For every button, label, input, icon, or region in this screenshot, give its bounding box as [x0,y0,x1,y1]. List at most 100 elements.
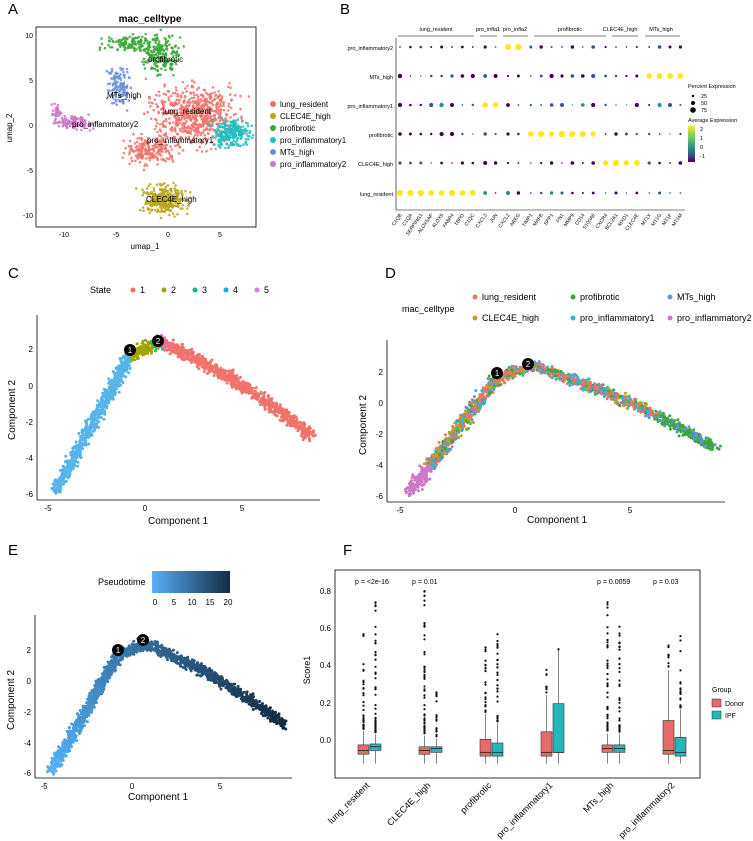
umap-point [239,107,242,111]
umap-point [181,149,185,152]
umap-point [245,132,248,136]
umap-point [193,80,196,84]
ytick: -6 [26,490,34,499]
size-legend-title: Percent Expression [688,84,736,90]
cell-point [90,433,94,437]
cell-point [677,434,681,438]
umap-point [173,215,176,218]
umap-point [220,95,224,98]
umap-point [218,138,221,141]
umap-point [170,129,174,133]
state-swatch-2 [161,287,167,293]
cell-point [270,397,274,400]
umap-point [155,202,159,206]
umap-point [159,142,163,145]
umap-point [183,94,187,98]
size-legend-dot-25 [691,94,695,98]
cell-point [105,388,109,392]
panel-a-x-ticks: -10 -5 0 5 [59,232,222,239]
umap-point [205,113,208,117]
umap-point [160,207,163,210]
umap-point [251,134,255,137]
cell-point [121,369,125,373]
umap-point [158,144,161,147]
umap-point [149,105,152,108]
umap-point [159,154,163,157]
cell-point [93,426,96,430]
cell-point [237,383,241,387]
cell-point [303,423,307,426]
umap-point [166,184,170,187]
umap-point [128,150,132,154]
umap-point [152,50,155,54]
umap-point [195,149,199,152]
cell-point [99,416,103,419]
umap-point [164,159,168,163]
umap-point [151,58,155,61]
umap-point [169,112,172,115]
cell-point [105,391,109,395]
cell-point [190,361,193,364]
umap-point [183,99,186,102]
umap-point [50,103,53,106]
umap-point [155,102,158,106]
umap-point [110,67,114,71]
dotplot-dot [440,161,443,165]
umap-point [186,198,189,202]
umap-point [162,60,166,64]
umap-point [144,162,147,166]
umap-point [146,42,149,45]
umap-point [145,187,149,190]
umap-point [190,96,194,100]
umap-point [180,106,184,110]
umap-point [160,99,164,102]
panel-b: B lung_resident pro_infla1 pro_infla2 pr… [340,1,737,237]
cell-point [61,464,65,468]
umap-point [68,119,71,123]
umap-point [114,71,118,75]
dotplot-dot [561,46,563,48]
umap-point [206,118,209,121]
cell-point [185,353,189,357]
umap-point [216,124,220,128]
gene-label: CXCL2 [497,213,511,230]
umap-point [161,107,165,110]
umap-point [113,74,116,77]
dotplot-dot [440,74,443,78]
cell-point [443,433,447,437]
cell-point [79,437,83,441]
dotplot-dot [460,161,464,165]
cell-point [263,407,267,411]
umap-point [162,159,165,162]
umap-point [202,128,206,132]
gene-label: MAFB [532,212,545,227]
gene-label: AREG [509,213,522,228]
umap-point [173,204,177,207]
umap-point [176,92,179,96]
umap-point [142,143,145,146]
umap-point [235,139,239,142]
cell-point [227,376,231,379]
umap-point [157,196,161,200]
umap-point [168,43,171,46]
dotplot-dot [658,161,661,165]
cell-point [83,436,87,440]
umap-point [219,102,222,106]
umap-point [141,35,144,39]
dotplot-dot [591,45,595,49]
umap-point [178,145,181,149]
umap-point [181,207,184,210]
cell-point [181,350,185,354]
umap-point [159,198,163,201]
umap-point [144,157,148,160]
cell-point [58,482,62,486]
umap-point [135,140,139,144]
umap-point [133,142,137,145]
umap-point [217,90,220,93]
umap-point [158,202,162,206]
umap-point [215,134,219,137]
cell-point [514,365,518,369]
umap-point [186,113,189,117]
umap-point [164,195,168,199]
cell-point [92,414,96,418]
